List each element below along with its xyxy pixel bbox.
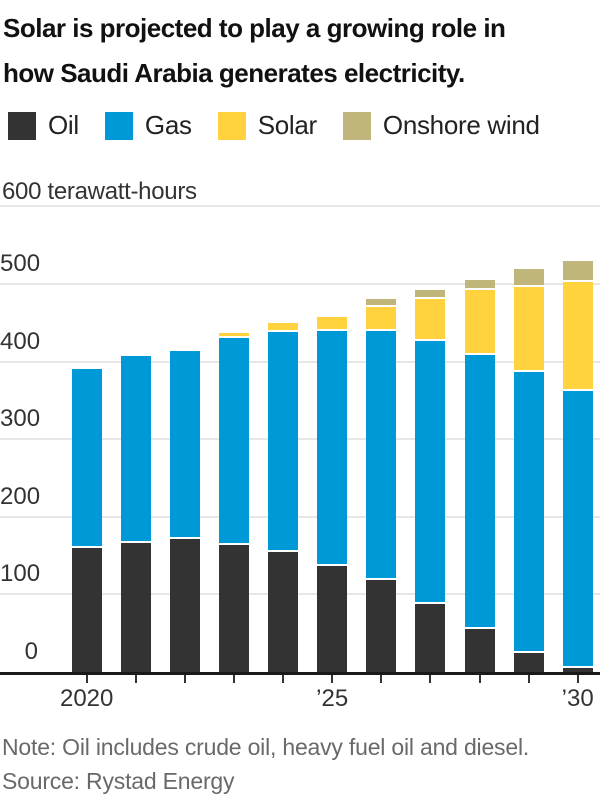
gas-swatch-icon — [104, 111, 133, 140]
gridline-600 — [0, 205, 600, 208]
x-axis-line — [0, 672, 600, 675]
x-tick-2022 — [183, 675, 186, 683]
legend-label-solar: Solar — [257, 110, 318, 140]
x-tick-2027 — [429, 675, 432, 683]
x-tick-2023 — [233, 675, 235, 683]
x-tick-2028 — [478, 675, 481, 683]
source-line: Source: Rystad Energy — [2, 768, 235, 794]
bar-2028-solar — [464, 290, 495, 354]
x-tick-2029 — [527, 675, 530, 683]
legend-item-gas: Gas — [104, 110, 192, 141]
chart-title-line-2: how Saudi Arabia generates electricity. — [3, 58, 465, 88]
bar-2026-solar — [366, 307, 397, 329]
bar-2028-gas — [464, 355, 495, 628]
bar-2020-gas — [71, 369, 102, 546]
bar-2027-solar — [415, 298, 446, 339]
bar-2027-oil — [415, 604, 446, 672]
bar-2027-gas — [415, 340, 446, 603]
bar-2030-oil — [562, 668, 593, 672]
footnote: Note: Oil includes crude oil, heavy fuel… — [2, 734, 530, 760]
solar-swatch-icon — [217, 111, 246, 140]
oil-swatch-icon — [8, 111, 36, 140]
x-tick-2024 — [282, 675, 285, 683]
y-axis-unit-label: 600 terawatt-hours — [2, 178, 197, 205]
bar-2024-oil — [268, 551, 299, 672]
x-axis-label-2020: 2020 — [59, 685, 114, 712]
bar-2029-oil — [513, 652, 544, 672]
gridline-100 — [0, 593, 600, 596]
legend-item-onshore-wind: Onshore wind — [342, 110, 540, 141]
onshore-wind-swatch-icon — [342, 111, 371, 140]
bar-2021-gas — [120, 356, 151, 542]
bar-2020-oil — [71, 547, 102, 672]
bar-2023-gas — [219, 338, 249, 543]
bar-2027-onshore-wind — [415, 290, 446, 297]
chart-title-line-1: Solar is projected to play a growing rol… — [3, 13, 506, 43]
chart-title: Solar is projected to play a growing rol… — [3, 6, 597, 96]
bar-2025-gas — [317, 331, 348, 565]
legend: Oil Gas Solar Onshore wind — [8, 110, 540, 141]
x-tick-2026 — [380, 675, 383, 683]
y-axis-label-300: 300 — [0, 405, 41, 433]
legend-label-gas: Gas — [144, 110, 192, 140]
legend-label-onshore-wind: Onshore wind — [382, 110, 540, 140]
legend-item-oil: Oil — [8, 110, 79, 141]
gridline-400 — [0, 360, 600, 363]
x-tick-2020 — [85, 675, 88, 683]
bar-2022-gas — [169, 350, 200, 538]
bar-2026-oil — [366, 580, 397, 672]
bar-2030-gas — [562, 391, 593, 667]
bar-2028-onshore-wind — [464, 280, 495, 289]
y-axis-label-100: 100 — [0, 560, 41, 588]
bar-2025-oil — [317, 566, 348, 672]
bar-2021-oil — [120, 543, 151, 672]
x-tick-2030 — [576, 675, 579, 683]
bar-2029-onshore-wind — [513, 269, 544, 286]
x-axis-label-2025: ’25 — [316, 685, 349, 712]
bar-2030-solar — [562, 282, 593, 390]
gridline-300 — [0, 438, 600, 441]
y-axis-label-500: 500 — [0, 250, 41, 277]
legend-label-oil: Oil — [48, 110, 79, 140]
x-axis-label-2030: ’30 — [561, 685, 594, 712]
x-tick-2021 — [134, 675, 137, 683]
gridline-500 — [0, 283, 600, 285]
bar-2030-onshore-wind — [562, 260, 593, 281]
bar-2026-onshore-wind — [366, 298, 397, 306]
legend-item-solar: Solar — [217, 110, 318, 141]
bar-2022-oil — [169, 539, 200, 672]
bar-2029-solar — [513, 287, 544, 371]
x-tick-2025 — [331, 675, 334, 683]
bar-2029-gas — [513, 372, 544, 651]
gridline-200 — [0, 515, 600, 518]
y-axis-label-0: 0 — [24, 638, 38, 665]
bar-2028-oil — [464, 629, 495, 672]
bar-2025-solar — [317, 316, 348, 330]
bar-2026-gas — [366, 330, 397, 579]
bar-2024-gas — [268, 332, 299, 550]
bar-2023-solar — [219, 332, 249, 337]
bar-2024-solar — [268, 322, 299, 331]
y-axis-label-200: 200 — [0, 482, 41, 510]
y-axis-label-400: 400 — [0, 327, 41, 355]
bar-2023-oil — [219, 544, 249, 672]
